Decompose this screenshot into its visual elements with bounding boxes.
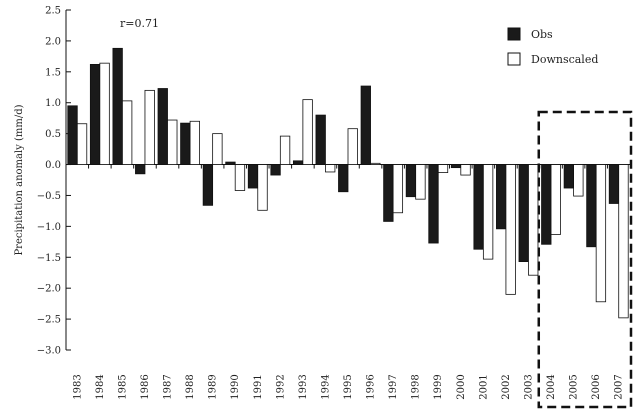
downscaled-bar-1995 — [347, 128, 358, 165]
x-tick-label-1988: 1988 — [185, 374, 196, 399]
downscaled-bar-2005 — [573, 164, 584, 197]
obs-bar-1985 — [112, 47, 123, 165]
x-tick-label-1989: 1989 — [208, 374, 219, 399]
downscaled-bar-1988 — [189, 120, 200, 165]
x-tick-label-2001: 2001 — [478, 374, 489, 399]
x-tick-label-1990: 1990 — [230, 374, 241, 399]
y-tick-label: 0.5 — [45, 129, 61, 140]
downscaled-bar-1990 — [234, 164, 246, 191]
downscaled-bar-2001 — [482, 164, 494, 260]
x-tick-label-1991: 1991 — [253, 374, 264, 399]
downscaled-bar-2002 — [505, 164, 516, 295]
x-tick-label-1992: 1992 — [275, 374, 286, 399]
x-tick-label-1999: 1999 — [433, 374, 444, 399]
x-tick-label-2002: 2002 — [501, 374, 512, 399]
obs-bar-1998 — [405, 164, 417, 198]
legend-swatch-downscaled — [507, 52, 521, 66]
downscaled-bar-1986 — [144, 89, 155, 165]
y-tick-label: 1.0 — [45, 98, 61, 109]
x-tick-label-1998: 1998 — [411, 374, 422, 399]
downscaled-bar-1987 — [167, 119, 178, 165]
x-tick-label-2006: 2006 — [591, 374, 602, 399]
legend-label-downscaled: Downscaled — [531, 53, 598, 66]
downscaled-bar-2007 — [618, 164, 629, 319]
downscaled-bar-2006 — [595, 164, 607, 303]
downscaled-bar-1993 — [302, 99, 313, 165]
x-tick-label-1997: 1997 — [388, 374, 399, 399]
downscaled-bar-2000 — [460, 164, 471, 176]
x-tick-label-1986: 1986 — [140, 374, 151, 399]
obs-bar-2000 — [450, 164, 462, 169]
obs-bar-2002 — [496, 164, 507, 230]
downscaled-bar-1999 — [437, 164, 449, 173]
x-tick-label-2005: 2005 — [569, 374, 580, 399]
y-axis-title: Precipitation anomaly (mm/d) — [14, 104, 25, 255]
downscaled-bar-1985 — [122, 100, 133, 165]
obs-bar-1997 — [383, 164, 394, 222]
legend: Obs Downscaled — [507, 27, 598, 66]
downscaled-bar-1983 — [76, 123, 88, 165]
x-tick-label-1984: 1984 — [95, 374, 106, 399]
downscaled-bar-2004 — [550, 164, 561, 235]
y-tick-label: 0.0 — [45, 160, 61, 171]
x-tick-label-1995: 1995 — [343, 374, 354, 399]
x-tick-label-2000: 2000 — [456, 374, 467, 399]
y-tick-label: −1.5 — [37, 253, 61, 264]
obs-bar-1991 — [247, 164, 259, 189]
y-tick-label: −2.5 — [37, 315, 61, 326]
y-tick-label: −3.0 — [37, 346, 61, 357]
obs-bar-1988 — [180, 122, 191, 165]
obs-bar-1992 — [270, 164, 281, 176]
x-tick-label-1983: 1983 — [72, 374, 83, 399]
downscaled-bar-1996 — [370, 162, 381, 165]
downscaled-bar-1989 — [212, 133, 223, 165]
x-tick-label-2007: 2007 — [614, 374, 625, 399]
x-tick-label-1993: 1993 — [298, 374, 309, 399]
y-axis: 2.5 2.0 1.5 1.0 0.5 0.0 −0.5 −1.0 −1.5 −2.0 −2.5 −3… — [37, 6, 71, 357]
downscaled-bar-2003 — [528, 164, 539, 276]
legend-swatch-obs — [507, 27, 521, 41]
downscaled-bar-1994 — [325, 164, 336, 173]
x-tick-label-1985: 1985 — [117, 374, 128, 399]
legend-label-obs: Obs — [531, 28, 553, 41]
y-tick-label: 1.5 — [45, 67, 61, 78]
obs-bar-2004 — [541, 164, 552, 245]
obs-bar-1996 — [360, 85, 371, 165]
obs-bar-2007 — [608, 164, 620, 204]
bar-marks — [67, 47, 629, 319]
obs-bar-1994 — [315, 114, 326, 165]
obs-bar-2005 — [563, 164, 574, 189]
y-tick-label: −0.5 — [37, 191, 61, 202]
downscaled-bar-1997 — [392, 164, 404, 214]
y-tick-label: 2.0 — [45, 36, 61, 47]
y-tick-label: 2.5 — [45, 6, 61, 17]
downscaled-bar-1991 — [257, 164, 268, 211]
x-tick-label-1987: 1987 — [163, 374, 174, 399]
highlight-box — [537, 110, 633, 409]
obs-bar-1984 — [89, 64, 101, 165]
obs-bar-2001 — [473, 164, 484, 250]
obs-bar-1999 — [428, 164, 439, 244]
obs-bar-2003 — [518, 164, 529, 262]
x-tick-label-2004: 2004 — [546, 374, 557, 399]
obs-bar-1983 — [67, 105, 78, 165]
obs-bar-1987 — [157, 88, 168, 165]
downscaled-bar-1984 — [99, 62, 110, 165]
correlation-annotation: r=0.71 — [120, 17, 159, 30]
obs-bar-1995 — [338, 164, 349, 193]
obs-bar-2006 — [586, 164, 597, 248]
obs-bar-1989 — [202, 164, 214, 206]
y-tick-label: −2.0 — [37, 284, 61, 295]
x-tick-label-2003: 2003 — [523, 374, 534, 399]
obs-bar-1986 — [135, 164, 146, 175]
downscaled-bar-1998 — [415, 164, 426, 200]
x-tick-label-1994: 1994 — [320, 374, 331, 399]
downscaled-bar-1992 — [279, 135, 291, 165]
y-tick-label: −1.0 — [37, 222, 61, 233]
obs-bar-1990 — [225, 161, 236, 165]
obs-bar-1993 — [292, 160, 304, 165]
x-tick-label-1996: 1996 — [366, 374, 377, 399]
